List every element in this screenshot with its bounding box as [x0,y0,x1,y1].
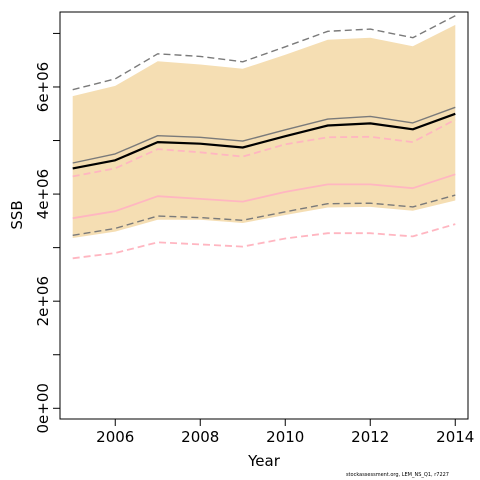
credit-footer: stockassessment.org, LEM_NS_Q1, r7227 [345,472,449,478]
y-tick-label: 0e+00 [34,383,52,433]
x-axis-title: Year [247,452,281,470]
x-tick-label: 2012 [351,428,389,446]
series-line-1 [72,112,456,170]
series-line-5 [72,173,456,220]
series-line-3 [72,15,456,91]
x-axis: 2006 2008 2010 2012 2014 [96,419,474,446]
y-tick-label: 2e+06 [34,276,52,326]
x-tick-label: 2006 [96,428,134,446]
y-axis: 0e+00 2e+06 4e+06 6e+06 [34,32,60,434]
series-lines-layer [72,15,456,260]
series-line-4 [72,194,456,236]
series-line-6 [72,118,456,178]
y-tick-label: 4e+06 [34,169,52,219]
x-tick-label: 2010 [266,428,304,446]
y-axis-title: SSB [8,200,26,229]
series-line-7 [72,223,456,260]
plot-frame [59,11,469,420]
x-tick-label: 2014 [436,428,474,446]
y-tick-label: 6e+06 [34,62,52,112]
x-tick-label: 2008 [181,428,219,446]
series-line-2 [72,106,456,164]
